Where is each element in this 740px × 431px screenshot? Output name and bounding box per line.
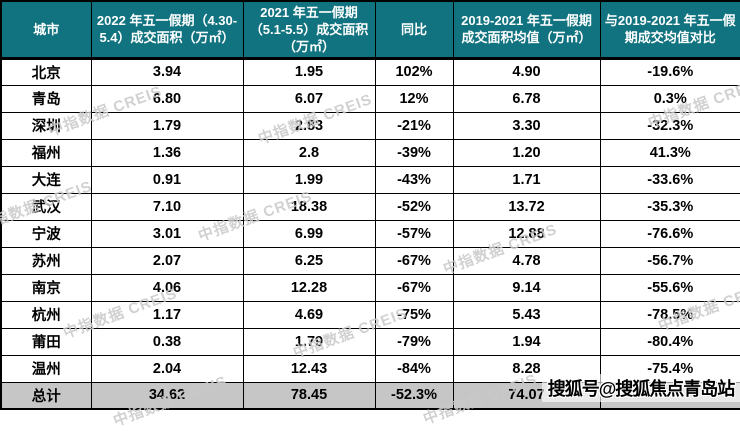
city-cell: 总计 [0,381,92,410]
city-cell: 北京 [0,57,92,86]
city-cell: 深圳 [0,111,92,140]
city-cell: 苏州 [0,246,92,275]
value-cell: 3.94 [90,57,244,86]
city-cell: 莆田 [0,327,92,356]
column-header: 城市 [0,0,92,60]
table-row: 北京 3.94 1.95 102% 4.90 -19.6% [0,57,740,86]
value-cell: 1.79 [242,327,376,356]
column-header: 2022 年五一假期（4.30-5.4）成交面积（万㎡） [90,0,244,60]
city-cell: 青岛 [0,84,92,113]
value-cell: 2.8 [242,138,376,167]
value-cell: 1.95 [242,57,376,86]
value-cell: 5.43 [452,300,601,329]
column-header: 2021 年五一假期（5.1-5.5）成交面积（万㎡） [242,0,376,60]
holiday-transaction-table: 城市 2022 年五一假期（4.30-5.4）成交面积（万㎡） 2021 年五一假期… [0,0,740,410]
table-body: 北京 3.94 1.95 102% 4.90 -19.6% 青岛 6.80 6.07 12% 6.7… [0,57,740,410]
value-cell: 102% [374,57,454,86]
table-row: 青岛 6.80 6.07 12% 6.78 0.3% [0,84,740,113]
value-cell: 12.28 [242,273,376,302]
value-cell: -67% [374,273,454,302]
value-cell: 13.72 [452,192,601,221]
value-cell: -56.7% [599,246,740,275]
value-cell: 9.14 [452,273,601,302]
value-cell: 12% [374,84,454,113]
table-row: 武汉 7.10 18.38 -52% 13.72 -35.3% [0,192,740,221]
table-row: 温州 2.04 12.43 -84% 8.28 -75.4% [0,354,740,383]
value-cell: -78.5% [599,300,740,329]
city-cell: 大连 [0,165,92,194]
value-cell: -55.6% [599,273,740,302]
city-cell: 宁波 [0,219,92,248]
header-row: 城市 2022 年五一假期（4.30-5.4）成交面积（万㎡） 2021 年五一假期… [0,0,740,60]
value-cell: -76.6% [599,219,740,248]
column-header: 同比 [374,0,454,60]
value-cell: 2.07 [90,246,244,275]
value-cell: 12.43 [242,354,376,383]
value-cell: -43% [374,165,454,194]
value-cell: 1.99 [242,165,376,194]
value-cell: -33.6% [599,165,740,194]
value-cell: -75% [374,300,454,329]
value-cell: -52.3% [374,381,454,410]
city-cell: 温州 [0,354,92,383]
value-cell: 0.91 [90,165,244,194]
column-header: 2019-2021 年五一假期成交面积均值（万㎡） [452,0,601,60]
value-cell: -79% [374,327,454,356]
value-cell: 1.36 [90,138,244,167]
value-cell: -84% [374,354,454,383]
city-cell: 福州 [0,138,92,167]
value-cell: 34.62 [90,381,244,410]
value-cell: 1.20 [452,138,601,167]
value-cell: 12.88 [452,219,601,248]
table-header: 城市 2022 年五一假期（4.30-5.4）成交面积（万㎡） 2021 年五一假期… [0,0,740,60]
value-cell: 0.38 [90,327,244,356]
value-cell: 4.06 [90,273,244,302]
value-cell: -39% [374,138,454,167]
value-cell: 3.01 [90,219,244,248]
value-cell: -35.3% [599,192,740,221]
value-cell: 6.99 [242,219,376,248]
value-cell: 3.30 [452,111,601,140]
column-header: 与2019-2021 年五一假期成交均值对比 [599,0,740,60]
value-cell: 1.94 [452,327,601,356]
value-cell: -32.3% [599,111,740,140]
table-row: 苏州 2.07 6.25 -67% 4.78 -56.7% [0,246,740,275]
value-cell: 2.04 [90,354,244,383]
value-cell: -57% [374,219,454,248]
value-cell: 18.38 [242,192,376,221]
value-cell: 4.90 [452,57,601,86]
value-cell: 6.25 [242,246,376,275]
value-cell: 41.3% [599,138,740,167]
value-cell: -19.6% [599,57,740,86]
value-cell: 4.69 [242,300,376,329]
table-row: 宁波 3.01 6.99 -57% 12.88 -76.6% [0,219,740,248]
value-cell: -80.4% [599,327,740,356]
value-cell: 6.78 [452,84,601,113]
total-row: 总计 34.62 78.45 -52.3% 74.07 [0,381,740,410]
sohu-watermark: 搜狐号@搜狐焦点青岛站 [542,374,740,402]
value-cell: 6.07 [242,84,376,113]
value-cell: 7.10 [90,192,244,221]
value-cell: -21% [374,111,454,140]
value-cell: 1.71 [452,165,601,194]
value-cell: 4.78 [452,246,601,275]
value-cell: 0.3% [599,84,740,113]
city-cell: 南京 [0,273,92,302]
table-row: 大连 0.91 1.99 -43% 1.71 -33.6% [0,165,740,194]
value-cell: -67% [374,246,454,275]
city-cell: 杭州 [0,300,92,329]
value-cell: 1.17 [90,300,244,329]
value-cell: 1.79 [90,111,244,140]
table-row: 深圳 1.79 2.83 -21% 3.30 -32.3% [0,111,740,140]
value-cell: 78.45 [242,381,376,410]
table-row: 杭州 1.17 4.69 -75% 5.43 -78.5% [0,300,740,329]
table-row: 南京 4.06 12.28 -67% 9.14 -55.6% [0,273,740,302]
value-cell: -52% [374,192,454,221]
value-cell: 6.80 [90,84,244,113]
table-row: 福州 1.36 2.8 -39% 1.20 41.3% [0,138,740,167]
value-cell: 2.83 [242,111,376,140]
city-cell: 武汉 [0,192,92,221]
table-row: 莆田 0.38 1.79 -79% 1.94 -80.4% [0,327,740,356]
